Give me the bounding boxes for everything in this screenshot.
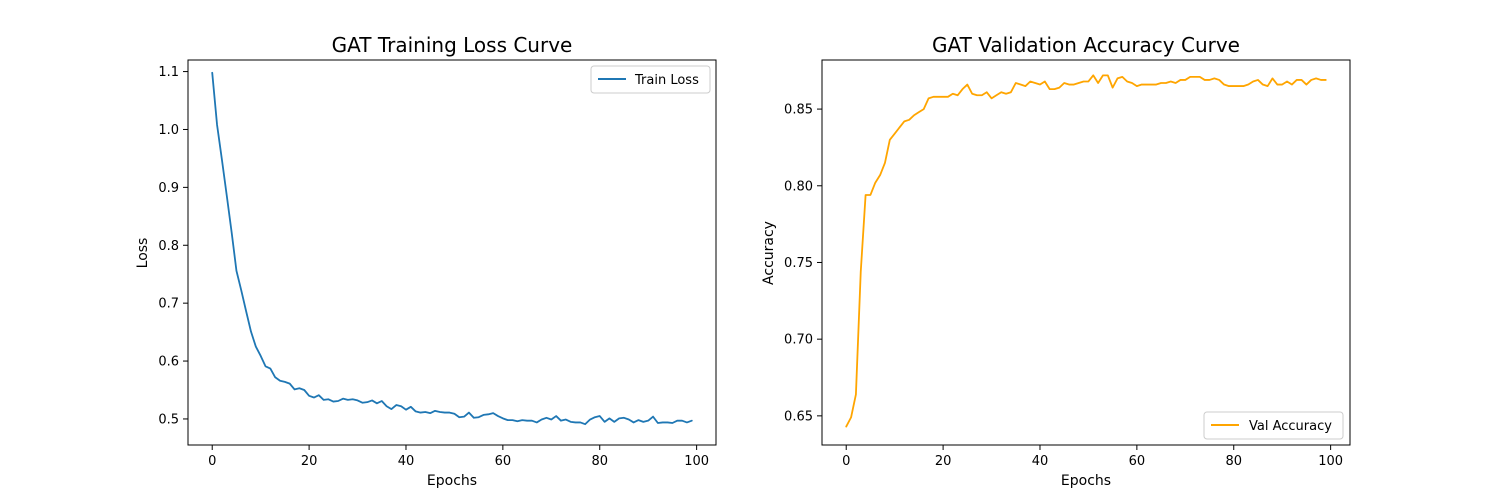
accuracy-y-tick-label: 0.70 [784, 333, 813, 348]
legend-box [1203, 411, 1344, 440]
accuracy-x-tick-label: 80 [1225, 454, 1242, 469]
legend-box [590, 65, 711, 94]
loss-plot-frame [187, 59, 717, 446]
legend: Train Loss [590, 65, 711, 94]
loss-x-tick-label: 60 [495, 454, 512, 469]
accuracy-y-tick-label: 0.85 [784, 103, 813, 118]
loss-x-tick-label: 80 [591, 454, 608, 469]
loss-plot-content [211, 71, 693, 426]
legend: Val Accuracy [1203, 411, 1344, 440]
accuracy-y-tick-label: 0.75 [784, 256, 813, 271]
loss-x-tick-label: 100 [684, 454, 709, 469]
accuracy-y-axis-label: Accuracy [761, 221, 777, 285]
loss-y-tick-label: 1.0 [158, 123, 179, 138]
loss-y-axis-label: Loss [135, 238, 151, 269]
loss-y-tick-label: 1.1 [158, 65, 179, 80]
loss-x-tick-label: 0 [208, 454, 216, 469]
accuracy-y-tick-label: 0.65 [784, 409, 813, 424]
loss-x-axis-label: Epochs [427, 473, 477, 489]
loss-y-tick-label: 0.8 [158, 239, 179, 254]
loss-chart: GAT Training Loss Curve 0 20 40 60 80 1000.50… [135, 33, 717, 489]
loss-y-tick-label: 0.5 [158, 412, 179, 427]
loss-y-tick-label: 0.9 [158, 181, 179, 196]
accuracy-axis-ticks: 0 20 40 60 80 100 0.65 0.70 0.75 0.80 0.85 [784, 103, 1343, 469]
loss-y-tick-label: 0.7 [158, 297, 179, 312]
accuracy-x-tick-label: 20 [935, 454, 952, 469]
accuracy-chart: GAT Validation Accuracy Curve 0 20 40 60 80 1… [761, 33, 1351, 489]
accuracy-x-tick-label: 100 [1318, 454, 1343, 469]
accuracy-x-tick-label: 40 [1032, 454, 1049, 469]
accuracy-chart-title: GAT Validation Accuracy Curve [932, 33, 1240, 57]
accuracy-x-tick-label: 60 [1129, 454, 1146, 469]
legend-label-val-accuracy: Val Accuracy [1249, 419, 1332, 434]
accuracy-plot-content [845, 74, 1327, 428]
loss-x-tick-label: 40 [398, 454, 415, 469]
accuracy-y-tick-label: 0.80 [784, 179, 813, 194]
accuracy-x-axis-label: Epochs [1061, 473, 1111, 489]
series-line-val-accuracy [845, 74, 1327, 428]
loss-axis-ticks: 0 20 40 60 80 100 0.5 0.6 0.7 0.8 0.9 1.0 1.1 [158, 65, 709, 469]
accuracy-x-tick-label: 0 [842, 454, 850, 469]
loss-y-tick-label: 0.6 [158, 355, 179, 370]
legend-label-train-loss: Train Loss [634, 73, 699, 88]
loss-x-tick-label: 20 [301, 454, 318, 469]
series-line-train-loss [211, 71, 693, 426]
loss-chart-title: GAT Training Loss Curve [332, 33, 573, 57]
accuracy-plot-frame [821, 59, 1351, 446]
